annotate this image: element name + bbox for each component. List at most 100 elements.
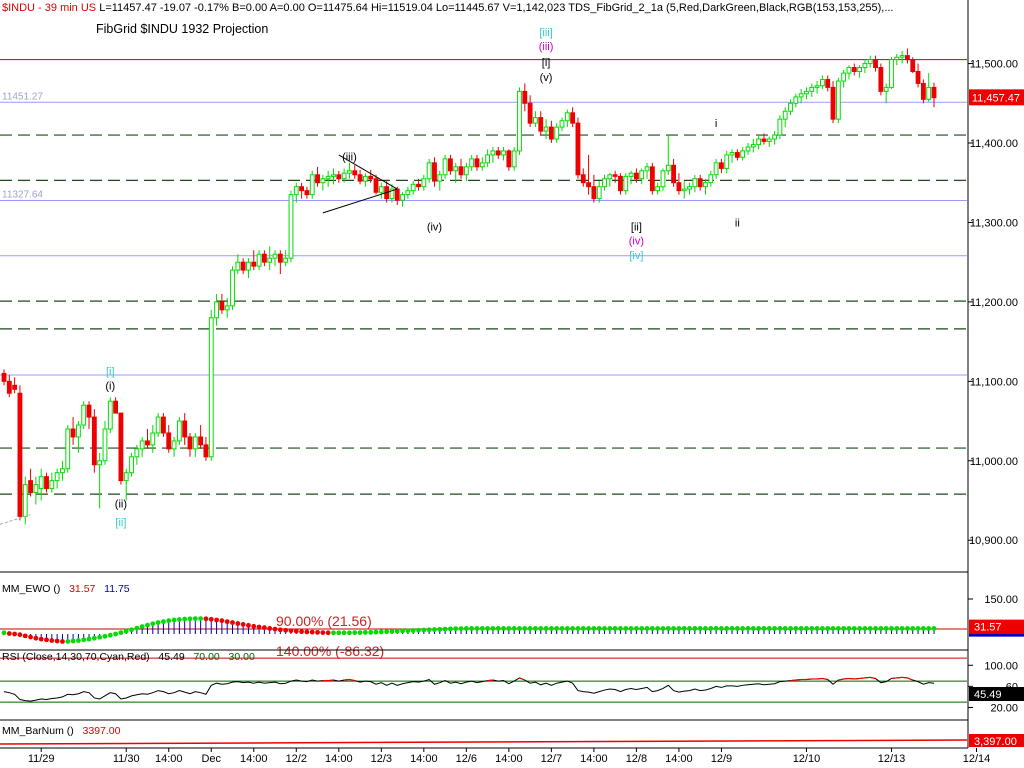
ewo-dot bbox=[750, 626, 756, 631]
candle-body bbox=[628, 172, 634, 177]
ewo-dot bbox=[453, 626, 459, 632]
candle-body bbox=[543, 126, 549, 132]
ewo-dot bbox=[272, 626, 278, 632]
time-tick-label: 14:00 bbox=[410, 753, 438, 765]
candle-body bbox=[495, 150, 501, 156]
ewo-dot bbox=[538, 626, 544, 631]
candle-body bbox=[618, 175, 623, 192]
candle-body bbox=[166, 432, 172, 450]
rsi-tick-label: 20.00 bbox=[990, 702, 1018, 714]
candle-body bbox=[533, 117, 538, 124]
candle-body bbox=[517, 90, 522, 152]
candle-body bbox=[309, 174, 315, 196]
rsi-overbought-segment bbox=[838, 678, 844, 681]
ewo-title: MM_EWO () bbox=[2, 583, 61, 595]
ewo-dot bbox=[697, 626, 703, 631]
ewo-dot bbox=[777, 626, 783, 631]
candle-body bbox=[506, 150, 512, 168]
time-tick-label: 12/6 bbox=[456, 753, 477, 765]
time-tick-label: 14:00 bbox=[155, 753, 183, 765]
candle-body bbox=[81, 404, 87, 426]
candle-body bbox=[612, 174, 618, 177]
candle-body bbox=[793, 96, 799, 104]
ewo-dot bbox=[506, 626, 512, 631]
candle-body bbox=[421, 178, 427, 188]
time-tick-label: 12/13 bbox=[878, 753, 906, 765]
candle-body bbox=[352, 170, 358, 176]
candle-body bbox=[44, 476, 49, 490]
rsi-header: RSI (Close,14,30,70,Cyan,Red) 45.49 70.0… bbox=[2, 651, 255, 663]
candle-body bbox=[905, 55, 910, 61]
candle-body bbox=[38, 476, 44, 490]
candle-body bbox=[819, 78, 825, 87]
ewo-dot bbox=[458, 626, 464, 632]
candle-body bbox=[134, 448, 140, 458]
ewo-dot bbox=[825, 626, 831, 631]
candle-body bbox=[564, 112, 570, 122]
ewo-dot bbox=[517, 626, 522, 631]
ewo-dot bbox=[586, 626, 591, 631]
wedge-upper-line bbox=[338, 154, 398, 190]
candle-body bbox=[12, 384, 18, 390]
time-tick-label: 12/9 bbox=[711, 753, 732, 765]
ewo-dot bbox=[182, 616, 188, 622]
ewo-dot bbox=[91, 635, 97, 641]
ewo-dot bbox=[511, 626, 517, 631]
ewo-dot bbox=[437, 626, 443, 632]
ewo-dot bbox=[235, 621, 241, 626]
candle-body bbox=[6, 380, 12, 394]
candle-body bbox=[139, 440, 145, 450]
candle-body bbox=[633, 172, 639, 180]
candle-body bbox=[867, 59, 873, 65]
candle-body bbox=[437, 174, 443, 182]
candle-body bbox=[416, 183, 421, 188]
ewo-dot bbox=[469, 626, 475, 631]
candle-body bbox=[293, 186, 299, 196]
candle-body bbox=[734, 152, 740, 158]
candle-body bbox=[208, 317, 214, 458]
ewo-dot bbox=[809, 626, 815, 631]
ewo-header: MM_EWO () 31.57 11.75 bbox=[2, 583, 130, 595]
time-tick-label: 11/29 bbox=[28, 753, 55, 765]
candle-body bbox=[596, 186, 602, 200]
rsi-tick-label: 100.00 bbox=[984, 660, 1018, 672]
ewo-dot bbox=[336, 630, 342, 636]
price-tick-label: 11,100.00 bbox=[970, 376, 1018, 388]
candle-body bbox=[729, 152, 735, 156]
wave-label: (iii) bbox=[539, 41, 554, 53]
candle-body bbox=[862, 63, 868, 69]
candle-body bbox=[192, 436, 198, 450]
candle-body bbox=[325, 175, 331, 180]
rsi-overbought-segment bbox=[891, 677, 897, 680]
ewo-dot bbox=[150, 621, 156, 627]
ewo-dot bbox=[102, 633, 108, 639]
time-tick-label: 14:00 bbox=[580, 753, 608, 765]
ewo-dot bbox=[724, 626, 730, 631]
ewo-dot bbox=[49, 638, 55, 643]
wave-label: (iv) bbox=[427, 221, 442, 233]
ewo-dot bbox=[442, 626, 448, 632]
price-tick-label: 10,900.00 bbox=[969, 535, 1018, 547]
ewo-dot bbox=[224, 619, 230, 625]
ewo-dot bbox=[814, 626, 820, 631]
ewo-dot bbox=[28, 634, 33, 640]
candle-body bbox=[357, 174, 363, 182]
candle-body bbox=[692, 178, 698, 188]
candle-body bbox=[873, 59, 878, 69]
ewo-dot bbox=[687, 626, 692, 631]
ewo-dot bbox=[70, 638, 76, 644]
candle-body bbox=[798, 93, 804, 98]
candle-body bbox=[841, 72, 847, 82]
chart-title: FibGrid $INDU 1932 Projection bbox=[96, 22, 269, 36]
time-tick-label: 12/7 bbox=[541, 753, 562, 765]
candle-body bbox=[766, 138, 772, 142]
candle-body bbox=[538, 117, 544, 132]
ewo-dot bbox=[639, 626, 645, 631]
wedge-lower-line bbox=[322, 188, 398, 214]
ewo-dot bbox=[378, 629, 384, 635]
ewo-dot bbox=[394, 628, 400, 634]
current-price-label: 11,457.47 bbox=[972, 92, 1020, 104]
ewo-dot bbox=[926, 626, 932, 631]
ewo-dot bbox=[192, 616, 198, 621]
ewo-dot bbox=[607, 626, 613, 631]
